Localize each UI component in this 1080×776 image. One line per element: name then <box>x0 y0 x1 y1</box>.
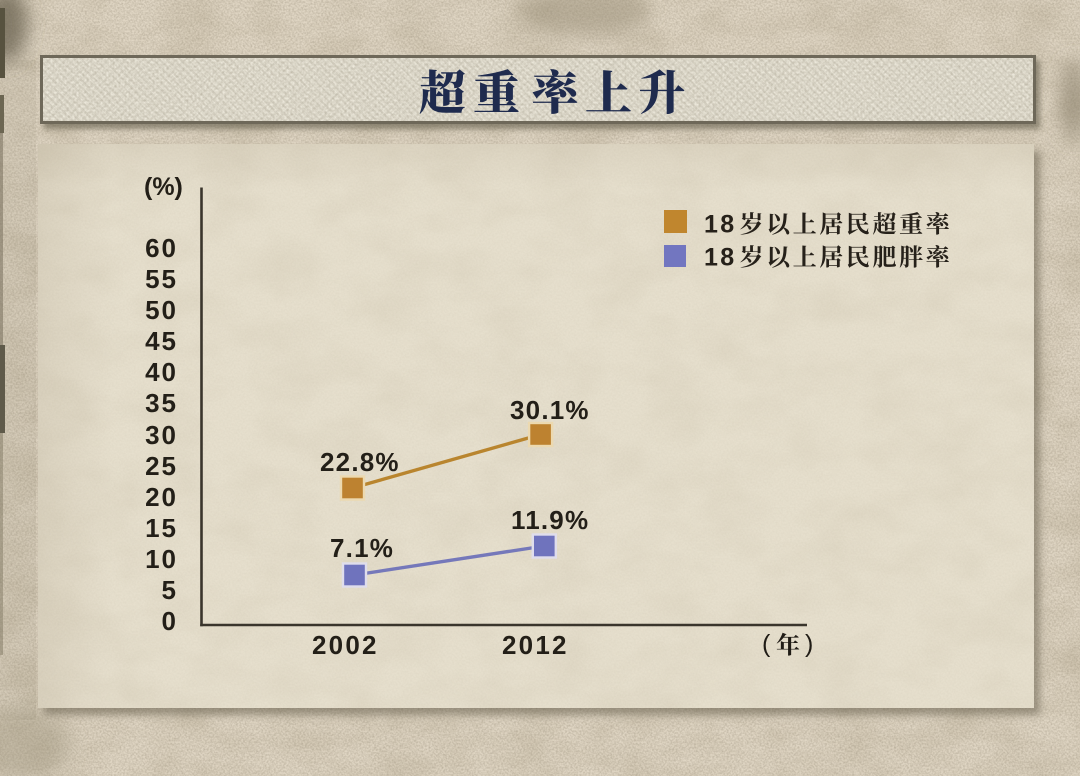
svg-text:18: 18 <box>704 211 737 239</box>
svg-text:(: ( <box>762 630 771 658</box>
svg-text:): ) <box>805 630 813 658</box>
svg-text:18: 18 <box>704 244 737 272</box>
